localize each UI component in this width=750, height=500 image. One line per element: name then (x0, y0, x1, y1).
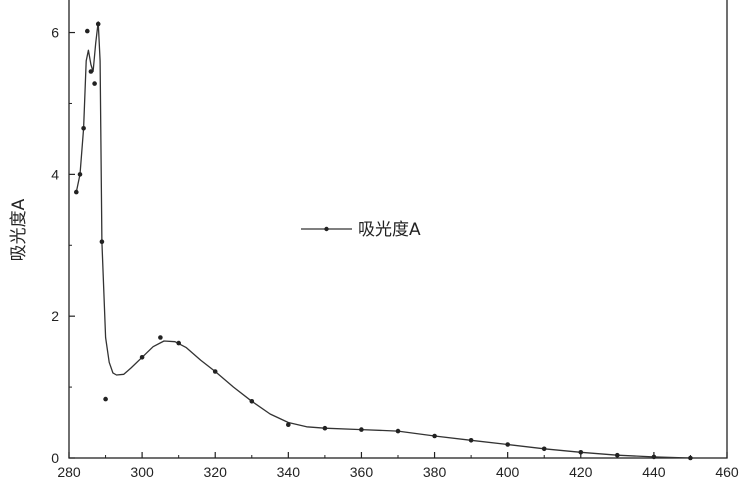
x-tick-label: 320 (204, 464, 228, 480)
data-point (322, 425, 328, 431)
x-tick-label: 460 (715, 464, 739, 480)
data-point (615, 452, 620, 458)
x-tick-label: 400 (496, 464, 520, 480)
y-axis-label: 吸光度A (9, 198, 29, 261)
data-point (95, 21, 101, 27)
data-point (578, 450, 584, 455)
x-tick-label: 420 (569, 464, 593, 480)
data-point (541, 446, 547, 452)
data-point (81, 126, 86, 131)
x-tick-label: 360 (350, 464, 374, 480)
data-point (395, 428, 401, 434)
data-point (432, 433, 437, 439)
series-layer (74, 21, 693, 461)
x-tick-label: 340 (277, 464, 301, 480)
y-tick-label: 6 (51, 25, 59, 41)
y-axis-ticks: 0 2 4 6 (51, 25, 75, 466)
data-point (651, 454, 657, 460)
legend: 吸光度A (301, 220, 421, 240)
data-point (249, 399, 255, 404)
data-point (359, 427, 364, 432)
data-point (286, 422, 291, 428)
data-point (468, 438, 474, 443)
x-tick-label: 380 (423, 464, 447, 480)
data-point (103, 396, 108, 402)
x-tick-label: 440 (642, 464, 666, 480)
data-point (688, 455, 693, 461)
data-point (505, 442, 511, 447)
legend-marker (324, 226, 329, 232)
data-point (99, 239, 105, 244)
data-point (176, 340, 181, 346)
data-point (85, 28, 90, 34)
data-point (88, 69, 94, 74)
y-tick-label: 4 (51, 166, 59, 182)
data-point (212, 369, 218, 374)
y-tick-label: 0 (51, 450, 59, 466)
data-point (139, 355, 145, 360)
legend-label: 吸光度A (358, 220, 421, 240)
x-tick-label: 280 (57, 464, 81, 480)
y-tick-label: 2 (51, 308, 59, 324)
data-point (92, 81, 97, 86)
data-point (74, 189, 79, 195)
data-point (77, 172, 83, 177)
x-tick-label: 300 (130, 464, 154, 480)
data-point (158, 335, 163, 340)
series-line (75, 21, 691, 459)
